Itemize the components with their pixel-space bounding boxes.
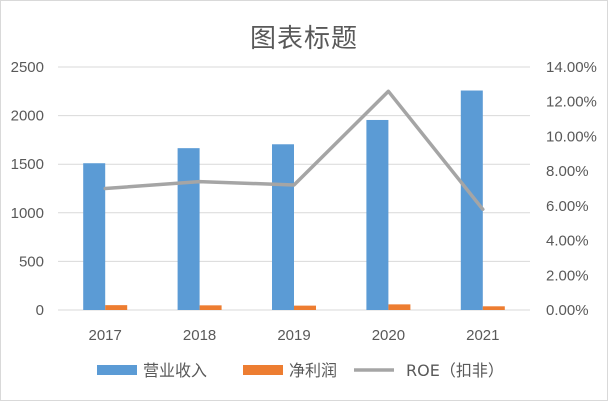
legend-label: 净利润: [289, 361, 337, 380]
bar-net-profit: [199, 305, 222, 310]
x-tick-label: 2019: [277, 327, 310, 344]
left-tick-label: 1000: [11, 205, 44, 222]
x-axis-ticks: 2017 2018 2019 2020 2021: [89, 327, 500, 344]
right-tick-label: 14.00%: [546, 59, 597, 76]
legend-swatch: [97, 365, 137, 375]
x-tick-label: 2018: [183, 327, 216, 344]
right-tick-label: 2.00%: [546, 267, 589, 284]
roe-line: [103, 89, 485, 212]
right-tick-label: 0.00%: [546, 302, 589, 319]
legend-label: 营业收入: [143, 361, 207, 380]
bar-net-profit: [294, 305, 316, 310]
right-tick-label: 8.00%: [546, 163, 589, 180]
right-tick-label: 10.00%: [546, 128, 597, 145]
bar-revenue: [177, 148, 200, 310]
x-tick-label: 2020: [372, 327, 405, 344]
left-tick-label: 2000: [11, 108, 44, 125]
x-tick-label: 2021: [466, 327, 499, 344]
line-series: [103, 89, 485, 212]
left-tick-label: 2500: [11, 59, 44, 76]
bar-net-profit: [482, 306, 505, 310]
right-axis-ticks: 0.00% 2.00% 4.00% 6.00% 8.00% 10.00% 12.00% 14.…: [546, 59, 597, 319]
bar-revenue: [460, 90, 483, 310]
left-axis-ticks: 0 500 1000 1500 2000 2500: [11, 59, 44, 319]
legend: 营业收入 净利润 ROE（扣非）: [97, 361, 504, 380]
right-tick-label: 6.00%: [546, 198, 589, 215]
bar-revenue: [366, 119, 389, 310]
right-tick-label: 12.00%: [546, 94, 597, 111]
left-tick-label: 500: [19, 253, 44, 270]
bar-marks: [83, 90, 505, 310]
chart-title: 图表标题: [249, 24, 358, 54]
x-tick-label: 2017: [89, 327, 122, 344]
left-tick-label: 1500: [11, 156, 44, 173]
legend-label: ROE（扣非）: [406, 361, 504, 380]
bar-revenue: [272, 144, 294, 310]
legend-swatch: [243, 365, 283, 375]
left-tick-label: 0: [36, 302, 44, 319]
bar-net-profit: [388, 304, 411, 310]
right-tick-label: 4.00%: [546, 233, 589, 250]
bar-net-profit: [105, 305, 128, 310]
bar-revenue: [83, 163, 106, 310]
